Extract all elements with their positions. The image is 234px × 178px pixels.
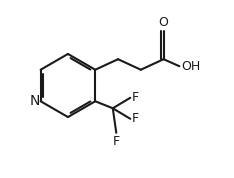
Text: N: N	[29, 94, 40, 108]
Text: F: F	[132, 112, 139, 125]
Text: OH: OH	[181, 60, 200, 73]
Text: O: O	[159, 16, 168, 29]
Text: F: F	[113, 135, 120, 148]
Text: F: F	[132, 91, 139, 104]
